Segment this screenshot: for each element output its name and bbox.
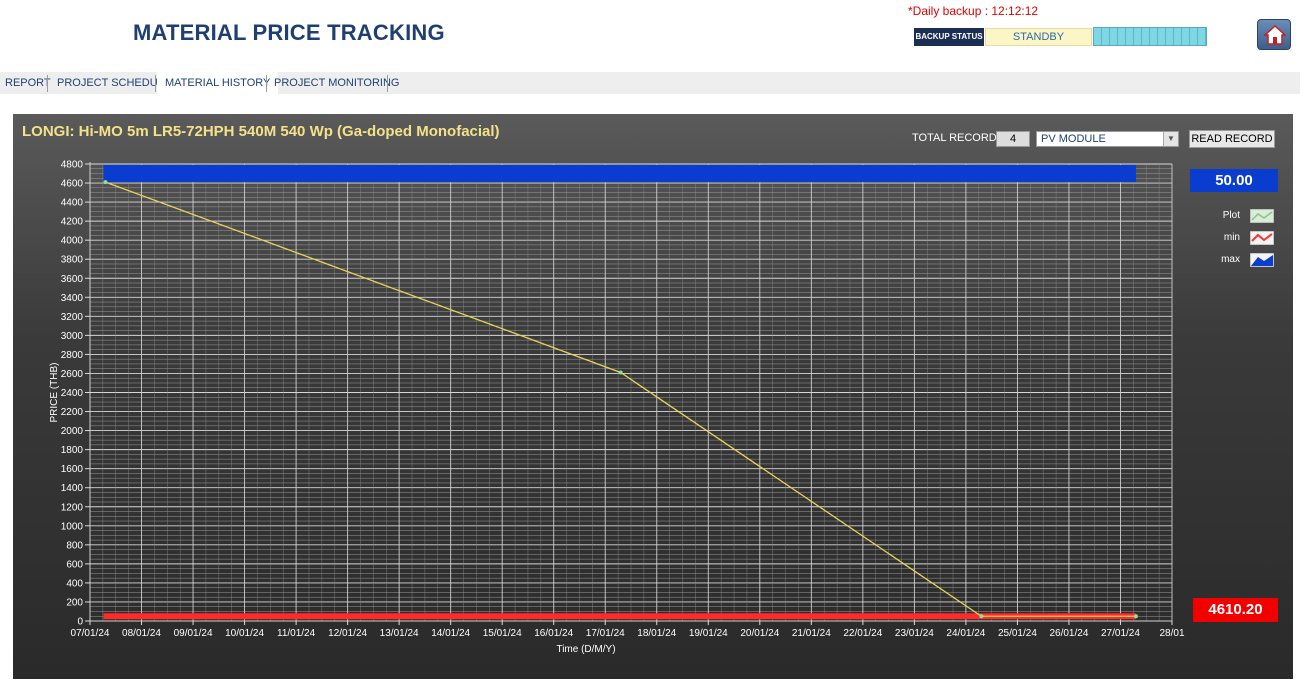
x-tick-label: 26/01/24 bbox=[1049, 628, 1088, 639]
y-tick-label: 3600 bbox=[61, 274, 84, 285]
plot-data-point bbox=[979, 614, 984, 619]
y-tick-label: 4400 bbox=[61, 198, 84, 209]
legend-label: max bbox=[1221, 254, 1240, 265]
y-tick-label: 4200 bbox=[61, 217, 84, 228]
min-line-icon bbox=[1250, 231, 1274, 245]
y-tick-label: 1800 bbox=[61, 445, 84, 456]
backup-progress-bar bbox=[1093, 27, 1207, 46]
read-record-button[interactable]: READ RECORD bbox=[1189, 130, 1275, 148]
max-area-icon bbox=[1250, 253, 1274, 267]
y-tick-label: 0 bbox=[77, 617, 83, 628]
x-tick-label: 28/01 bbox=[1159, 628, 1184, 639]
x-tick-label: 14/01/24 bbox=[431, 628, 470, 639]
chevron-down-icon[interactable]: ▼ bbox=[1163, 132, 1178, 146]
tab-separator bbox=[387, 75, 388, 92]
legend-item-plot: Plot bbox=[1200, 208, 1280, 224]
plot-data-point bbox=[1133, 614, 1138, 619]
x-tick-label: 11/01/24 bbox=[277, 628, 316, 639]
legend-item-max: max bbox=[1200, 252, 1280, 268]
y-tick-label: 1000 bbox=[61, 521, 84, 532]
x-tick-label: 22/01/24 bbox=[843, 628, 882, 639]
tab-bar: REPORT PROJECT SCHEDULE MATERIAL HISTORY… bbox=[0, 72, 1300, 94]
y-tick-label: 2000 bbox=[61, 426, 84, 437]
tab-separator bbox=[47, 75, 48, 92]
y-axis-label: PRICE (THB) bbox=[49, 363, 60, 423]
tab-separator bbox=[266, 75, 267, 92]
y-tick-label: 3800 bbox=[61, 255, 84, 266]
x-tick-label: 21/01/24 bbox=[792, 628, 831, 639]
chart-title: LONGI: Hi-MO 5m LR5-72HPH 540M 540 Wp (G… bbox=[22, 123, 500, 140]
x-tick-label: 16/01/24 bbox=[534, 628, 573, 639]
x-tick-label: 24/01/24 bbox=[946, 628, 985, 639]
x-tick-label: 20/01/24 bbox=[740, 628, 779, 639]
x-tick-label: 27/01/24 bbox=[1101, 628, 1140, 639]
tab-project-schedule[interactable]: PROJECT SCHEDULE bbox=[57, 77, 172, 89]
home-button[interactable] bbox=[1257, 19, 1291, 50]
plot-series-line bbox=[105, 181, 1136, 617]
x-axis-label: Time (D/M/Y) bbox=[556, 644, 615, 655]
y-tick-label: 4800 bbox=[61, 160, 84, 171]
home-icon bbox=[1264, 25, 1286, 45]
x-tick-label: 07/01/24 bbox=[71, 628, 110, 639]
y-tick-label: 3000 bbox=[61, 331, 84, 342]
total-record-label: TOTAL RECORD : bbox=[912, 132, 1003, 144]
y-tick-label: 600 bbox=[66, 559, 83, 570]
y-tick-label: 2400 bbox=[61, 388, 84, 399]
x-tick-label: 15/01/24 bbox=[483, 628, 522, 639]
x-tick-label: 19/01/24 bbox=[689, 628, 728, 639]
y-tick-label: 1400 bbox=[61, 483, 84, 494]
x-tick-label: 09/01/24 bbox=[174, 628, 213, 639]
max-series-band bbox=[103, 164, 1136, 183]
app-title: MATERIAL PRICE TRACKING bbox=[133, 20, 445, 45]
y-tick-label: 1600 bbox=[61, 464, 84, 475]
legend-item-min: min bbox=[1200, 230, 1280, 246]
x-tick-label: 13/01/24 bbox=[380, 628, 419, 639]
max-value-indicator: 50.00 bbox=[1190, 169, 1278, 192]
legend-label: min bbox=[1223, 232, 1240, 243]
y-tick-label: 2800 bbox=[61, 350, 84, 361]
x-tick-label: 25/01/24 bbox=[998, 628, 1037, 639]
tab-material-history[interactable]: MATERIAL HISTORY bbox=[157, 72, 279, 94]
x-tick-label: 08/01/24 bbox=[122, 628, 161, 639]
tab-report[interactable]: REPORT bbox=[5, 77, 51, 89]
y-tick-label: 4600 bbox=[61, 179, 84, 190]
backup-status-value: STANDBY bbox=[985, 28, 1092, 46]
y-tick-label: 4000 bbox=[61, 236, 84, 247]
backup-status-label: BACKUP STATUS bbox=[914, 28, 984, 46]
y-tick-label: 400 bbox=[66, 578, 83, 589]
x-tick-label: 10/01/24 bbox=[225, 628, 264, 639]
x-tick-label: 23/01/24 bbox=[895, 628, 934, 639]
x-tick-label: 12/01/24 bbox=[328, 628, 367, 639]
y-tick-label: 2200 bbox=[61, 407, 84, 418]
plot-line-icon bbox=[1250, 209, 1274, 223]
min-value-indicator: 4610.20 bbox=[1193, 598, 1278, 622]
x-tick-label: 17/01/24 bbox=[586, 628, 625, 639]
x-tick-label: 18/01/24 bbox=[637, 628, 676, 639]
y-tick-label: 3200 bbox=[61, 312, 84, 323]
chart-panel bbox=[13, 114, 1293, 679]
legend-label: Plot bbox=[1222, 210, 1240, 221]
y-tick-label: 3400 bbox=[61, 293, 84, 304]
total-record-value: 4 bbox=[996, 131, 1030, 147]
y-tick-label: 800 bbox=[66, 540, 83, 551]
tab-project-monitoring[interactable]: PROJECT MONITORING bbox=[274, 77, 400, 89]
plot-data-point bbox=[103, 180, 108, 185]
y-tick-label: 1200 bbox=[61, 502, 84, 513]
min-series-band bbox=[103, 613, 1136, 620]
plot-data-point bbox=[618, 370, 623, 375]
category-select-value: PV MODULE bbox=[1041, 133, 1106, 145]
daily-backup-note: *Daily backup : 12:12:12 bbox=[908, 4, 1039, 18]
y-tick-label: 2600 bbox=[61, 369, 84, 380]
tab-separator bbox=[155, 75, 156, 92]
y-tick-label: 200 bbox=[66, 597, 83, 608]
category-select[interactable]: PV MODULE ▼ bbox=[1036, 131, 1179, 147]
